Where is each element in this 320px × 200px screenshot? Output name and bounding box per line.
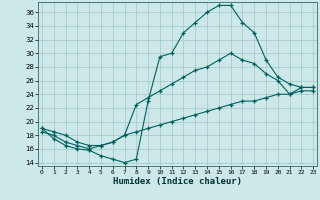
X-axis label: Humidex (Indice chaleur): Humidex (Indice chaleur): [113, 177, 242, 186]
